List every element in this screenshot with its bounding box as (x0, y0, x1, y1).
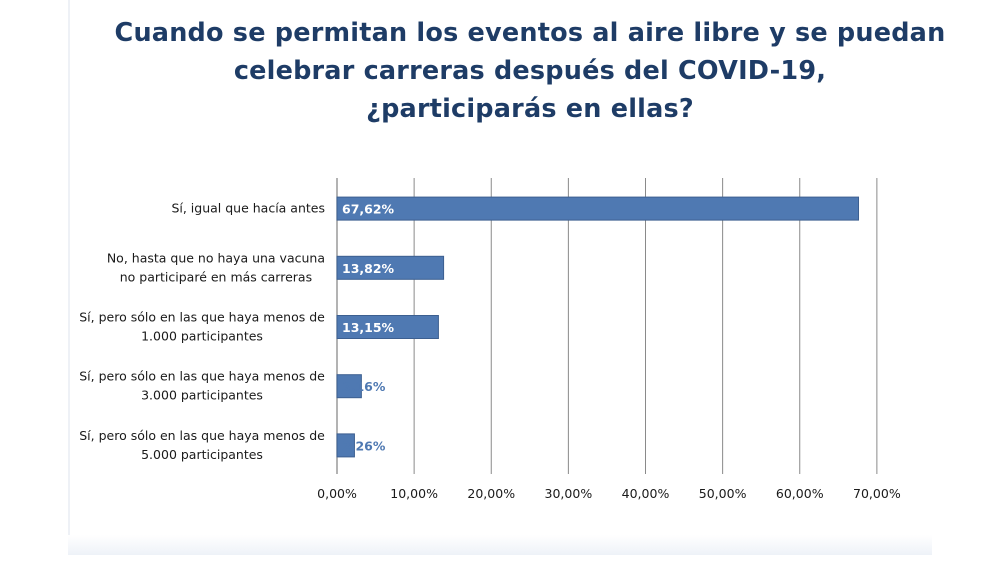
x-tick-label-70: 70,00% (853, 486, 901, 501)
category-label-2-0: Sí, pero sólo en las que haya menos de (79, 310, 325, 325)
x-tick-label-80: 80,00% (930, 486, 978, 501)
data-label-1: 13,82% (342, 261, 395, 276)
category-label-3-0: Sí, pero sólo en las que haya menos de (79, 369, 325, 384)
x-tick-label-60: 60,00% (776, 486, 824, 501)
x-tick-label-50: 50,00% (699, 486, 747, 501)
bar-3 (336, 374, 362, 399)
x-tick-label-20: 20,00% (467, 486, 515, 501)
x-tick-label-0: 0,00% (317, 486, 357, 501)
data-label-4: 2,26% (342, 438, 386, 453)
category-label-4-0: Sí, pero sólo en las que haya menos de (79, 428, 325, 443)
category-label-3-1: 3.000 participantes (141, 388, 263, 403)
chart-title-line-3: ¿participarás en ellas? (366, 94, 694, 124)
slide-background (68, 0, 934, 555)
chart-title-line-1: Cuando se permitan los eventos al aire l… (114, 18, 946, 48)
x-tick-label-40: 40,00% (622, 486, 670, 501)
bar-0 (336, 196, 860, 221)
category-label-4-1: 5.000 participantes (141, 447, 263, 462)
data-label-0: 67,62% (342, 202, 395, 217)
bar-4 (336, 433, 355, 458)
slide-bottom-edge (68, 535, 932, 555)
category-label-2-1: 1.000 participantes (141, 329, 263, 344)
category-label-0-0: Sí, igual que hacía antes (171, 201, 325, 216)
category-label-1-0: No, hasta que no haya una vacuna (107, 250, 325, 265)
x-tick-label-30: 30,00% (545, 486, 593, 501)
data-label-3: 3,16% (342, 379, 386, 394)
data-label-2: 13,15% (342, 320, 395, 335)
x-tick-label-10: 10,00% (390, 486, 438, 501)
chart-title: Cuando se permitan los eventos al aire l… (90, 14, 970, 128)
chart-title-line-2: celebrar carreras después del COVID-19, (233, 56, 827, 86)
category-label-1-1: no participaré en más carreras (120, 269, 312, 284)
bar-2 (336, 315, 439, 339)
bar-1 (336, 255, 445, 280)
